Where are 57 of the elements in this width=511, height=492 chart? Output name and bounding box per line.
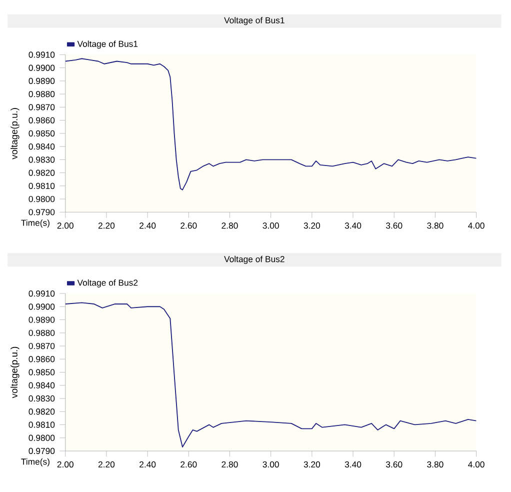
- x-axis-title: Time(s): [21, 219, 50, 228]
- y-tick-label: 0.9860: [28, 117, 55, 124]
- x-tick-label: 3.40: [344, 222, 362, 229]
- y-tick-label: 0.9840: [28, 382, 55, 388]
- y-tick-label: 0.9810: [28, 182, 55, 189]
- x-tick-label: 2.20: [98, 461, 115, 468]
- y-tick-label: 0.9800: [28, 434, 55, 441]
- y-tick-label: 0.9900: [28, 303, 55, 310]
- y-axis-title: voltage(p.u.): [10, 346, 20, 398]
- x-tick-label: 3.60: [386, 461, 402, 468]
- x-tick-label: 2.40: [140, 222, 156, 229]
- y-tick-label: 0.9850: [28, 369, 55, 376]
- y-tick-label: 0.9890: [28, 78, 55, 84]
- x-tick-label: 3.80: [427, 222, 444, 229]
- x-tick-label: 3.00: [262, 461, 279, 468]
- x-tick-label: 2.20: [98, 222, 115, 229]
- y-tick-label: 0.9830: [28, 395, 55, 402]
- x-tick-label: 3.20: [304, 461, 320, 468]
- x-tick-label: 2.40: [140, 461, 156, 468]
- line-series: [65, 302, 476, 448]
- x-tick-label: 4.00: [468, 222, 484, 229]
- y-tick-label: 0.9890: [28, 316, 55, 323]
- y-tick-label: 0.9790: [28, 208, 55, 216]
- y-tick-label: 0.9810: [28, 422, 55, 428]
- y-tick-label: 0.9840: [28, 143, 55, 150]
- y-tick-label: 0.9900: [28, 64, 55, 71]
- x-tick-label: 4.00: [468, 461, 484, 468]
- y-tick-label: 0.9800: [28, 196, 55, 202]
- y-tick-label: 0.9820: [28, 170, 55, 176]
- y-axis-title: voltage(p.u.): [10, 108, 20, 160]
- y-tick-label: 0.9870: [28, 342, 55, 349]
- y-tick-label: 0.9820: [28, 408, 55, 415]
- x-tick-label: 2.80: [222, 222, 238, 229]
- y-tick-label: 0.9910: [28, 51, 55, 58]
- y-tick-label: 0.9880: [28, 90, 55, 97]
- y-tick-label: 0.9910: [28, 290, 55, 296]
- x-tick-label: 2.00: [57, 461, 74, 468]
- x-tick-label: 2.60: [180, 222, 197, 229]
- legend-label: Voltage of Bus1: [77, 40, 138, 48]
- chart-title: Voltage of Bus1: [224, 16, 284, 25]
- legend-label: Voltage of Bus2: [77, 279, 138, 288]
- y-tick-label: 0.9790: [28, 448, 55, 454]
- chart-title: Voltage of Bus2: [224, 256, 284, 264]
- x-tick-label: 3.60: [386, 222, 402, 229]
- y-tick-label: 0.9870: [28, 104, 55, 110]
- y-tick-label: 0.9830: [28, 156, 55, 163]
- y-tick-label: 0.9850: [28, 130, 55, 136]
- y-tick-label: 0.9880: [28, 330, 55, 336]
- x-tick-label: 2.80: [222, 461, 238, 468]
- x-tick-label: 2.60: [180, 461, 197, 468]
- x-tick-label: 3.40: [344, 461, 362, 468]
- x-tick-label: 3.80: [427, 461, 444, 468]
- x-tick-label: 3.20: [304, 222, 320, 229]
- x-axis-title: Time(s): [21, 458, 50, 466]
- x-tick-label: 3.00: [262, 222, 279, 229]
- y-tick-label: 0.9860: [28, 356, 55, 362]
- x-tick-label: 2.00: [57, 222, 74, 229]
